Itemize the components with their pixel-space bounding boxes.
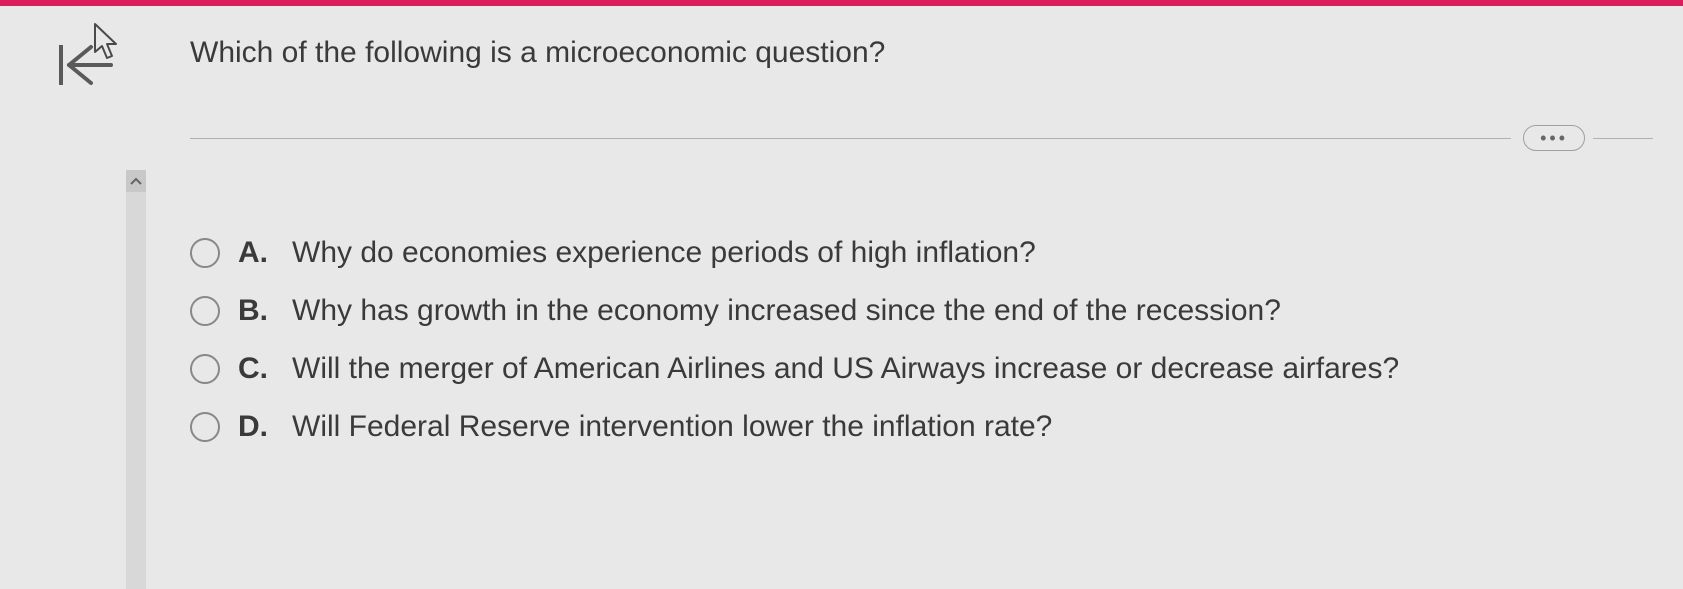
radio-icon xyxy=(190,412,220,442)
divider-row: ••• xyxy=(190,125,1653,151)
option-text: Why do economies experience periods of h… xyxy=(292,236,1036,270)
scrollbar-up-button[interactable] xyxy=(126,170,146,192)
left-column xyxy=(0,6,140,589)
option-letter: C. xyxy=(238,352,274,386)
option-d[interactable]: D. Will Federal Reserve intervention low… xyxy=(190,410,1653,444)
option-text: Will the merger of American Airlines and… xyxy=(292,352,1399,386)
vertical-scrollbar[interactable] xyxy=(126,170,146,589)
option-b[interactable]: B. Why has growth in the economy increas… xyxy=(190,294,1653,328)
radio-icon xyxy=(190,238,220,268)
option-text: Why has growth in the economy increased … xyxy=(292,294,1281,328)
radio-icon xyxy=(190,354,220,384)
question-prompt: Which of the following is a microeconomi… xyxy=(190,36,1653,70)
divider-line xyxy=(190,138,1511,139)
question-panel: Which of the following is a microeconomi… xyxy=(140,6,1683,589)
chevron-up-icon xyxy=(130,177,142,185)
main-container: Which of the following is a microeconomi… xyxy=(0,6,1683,589)
more-options-button[interactable]: ••• xyxy=(1523,125,1585,151)
cursor-icon xyxy=(92,22,124,67)
option-text: Will Federal Reserve intervention lower … xyxy=(292,410,1052,444)
options-list: A. Why do economies experience periods o… xyxy=(190,236,1653,444)
option-c[interactable]: C. Will the merger of American Airlines … xyxy=(190,352,1653,386)
option-letter: A. xyxy=(238,236,274,270)
option-letter: B. xyxy=(238,294,274,328)
option-a[interactable]: A. Why do economies experience periods o… xyxy=(190,236,1653,270)
divider-tail xyxy=(1593,138,1653,139)
radio-icon xyxy=(190,296,220,326)
option-letter: D. xyxy=(238,410,274,444)
